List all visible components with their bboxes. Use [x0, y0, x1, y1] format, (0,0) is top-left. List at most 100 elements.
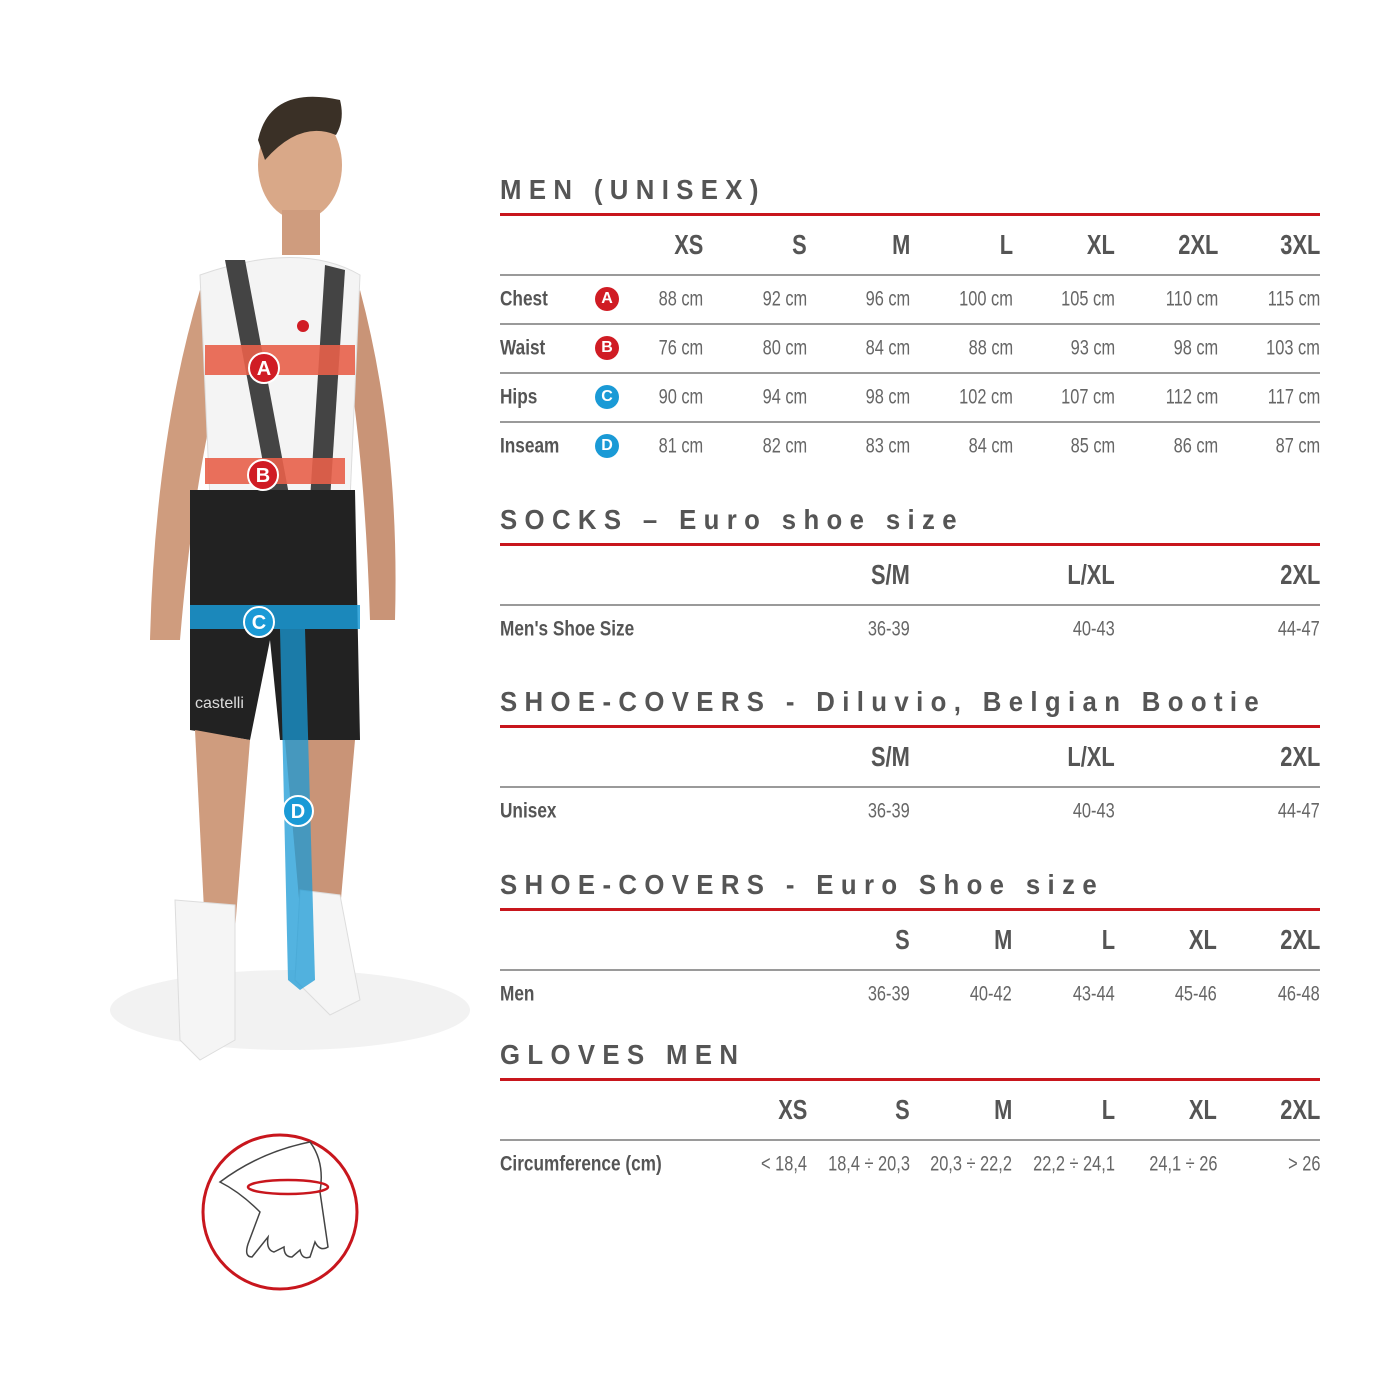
section-title: GLOVES MEN	[500, 1039, 746, 1070]
size-value: 24,1 ÷ 26	[1148, 1152, 1217, 1176]
size-value: 92 cm	[762, 287, 807, 311]
size-value: 112 cm	[1165, 385, 1218, 409]
size-value: 45-46	[1175, 982, 1217, 1006]
chest-band	[205, 345, 355, 375]
marker-a: A	[257, 358, 271, 380]
size-value: 117 cm	[1267, 385, 1320, 409]
section-divider	[500, 908, 1320, 911]
marker-b: B	[256, 465, 270, 487]
size-value: 76 cm	[658, 336, 703, 360]
size-header-xl: XL	[1189, 924, 1217, 955]
size-value: 80 cm	[762, 336, 807, 360]
size-value: 20,3 ÷ 22,2	[930, 1152, 1012, 1176]
size-value: 36-39	[868, 617, 910, 641]
model-figure-illustration: castelli A B C D	[110, 96, 470, 1061]
size-header-sm: S/M	[871, 559, 910, 590]
size-value: 36-39	[868, 982, 910, 1006]
section-title: SOCKS – Euro shoe size	[500, 504, 964, 535]
size-header-lxl: L/XL	[1067, 559, 1115, 590]
size-value: > 26	[1287, 1152, 1320, 1176]
size-value: 44-47	[1278, 617, 1320, 641]
size-value: 36-39	[868, 799, 910, 823]
size-header-l: L	[999, 229, 1013, 260]
size-value: 83 cm	[865, 434, 910, 458]
row-label: Hips	[500, 385, 538, 409]
section-title: SHOE-COVERS - Diluvio, Belgian Bootie	[500, 686, 1267, 717]
size-header-xl: XL	[1087, 229, 1115, 260]
size-header-sm: S/M	[871, 741, 910, 772]
section-divider	[500, 543, 1320, 546]
size-value: 82 cm	[762, 434, 807, 458]
size-value: 98 cm	[1173, 336, 1218, 360]
size-header-2xl: 2XL	[1279, 1094, 1320, 1125]
section-divider	[500, 725, 1320, 728]
header-divider	[500, 604, 1320, 606]
size-header-s: S	[792, 229, 807, 260]
size-value: 85 cm	[1070, 434, 1115, 458]
header-divider	[500, 274, 1320, 276]
marker-badge-b: B	[595, 336, 619, 360]
size-header-xs: XS	[777, 1094, 807, 1125]
size-header-l: L	[1101, 924, 1115, 955]
row-label: Unisex	[500, 799, 557, 823]
size-value: 22,2 ÷ 24,1	[1033, 1152, 1115, 1176]
size-value: 86 cm	[1173, 434, 1218, 458]
hand-circumference-icon	[201, 1133, 359, 1291]
row-divider	[500, 421, 1320, 423]
row-label: Circumference (cm)	[500, 1152, 662, 1176]
size-value: 88 cm	[658, 287, 703, 311]
size-value: 44-47	[1278, 799, 1320, 823]
brand-logo: castelli	[195, 695, 244, 712]
marker-badge-d: D	[595, 434, 619, 458]
size-value: 81 cm	[658, 434, 703, 458]
size-header-m: M	[993, 924, 1012, 955]
size-value: 93 cm	[1070, 336, 1115, 360]
section-divider	[500, 213, 1320, 216]
size-header-2xl: 2XL	[1177, 229, 1218, 260]
size-header-2xl: 2XL	[1279, 559, 1320, 590]
size-value: 103 cm	[1266, 336, 1320, 360]
marker-d: D	[291, 801, 305, 823]
size-value: 43-44	[1073, 982, 1115, 1006]
size-value: 96 cm	[865, 287, 910, 311]
row-label: Men's Shoe Size	[500, 617, 635, 641]
hips-band	[190, 605, 360, 629]
size-header-xl: XL	[1189, 1094, 1217, 1125]
size-header-2xl: 2XL	[1279, 741, 1320, 772]
size-value: 105 cm	[1061, 287, 1115, 311]
size-value: 88 cm	[968, 336, 1013, 360]
size-value: 40-43	[1073, 799, 1115, 823]
size-header-lxl: L/XL	[1067, 741, 1115, 772]
row-divider	[500, 323, 1320, 325]
size-value: < 18,4	[760, 1152, 807, 1176]
section-title: MEN (UNISEX)	[500, 174, 766, 205]
size-value: 115 cm	[1267, 287, 1320, 311]
size-value: 46-48	[1278, 982, 1320, 1006]
size-value: 18,4 ÷ 20,3	[828, 1152, 910, 1176]
size-header-3xl: 3XL	[1279, 229, 1320, 260]
size-value: 100 cm	[959, 287, 1013, 311]
size-value: 84 cm	[865, 336, 910, 360]
size-value: 40-42	[970, 982, 1012, 1006]
size-value: 102 cm	[959, 385, 1013, 409]
row-label: Inseam	[500, 434, 560, 458]
section-divider	[500, 1078, 1320, 1081]
header-divider	[500, 969, 1320, 971]
size-header-2xl: 2XL	[1279, 924, 1320, 955]
size-value: 40-43	[1073, 617, 1115, 641]
marker-badge-a: A	[595, 287, 619, 311]
row-label: Chest	[500, 287, 548, 311]
section-title: SHOE-COVERS - Euro Shoe size	[500, 869, 1105, 900]
size-header-s: S	[895, 1094, 910, 1125]
size-header-m: M	[993, 1094, 1012, 1125]
marker-badge-c: C	[595, 385, 619, 409]
header-divider	[500, 786, 1320, 788]
size-header-s: S	[895, 924, 910, 955]
size-value: 90 cm	[658, 385, 703, 409]
size-value: 84 cm	[968, 434, 1013, 458]
size-header-m: M	[891, 229, 910, 260]
row-label: Waist	[500, 336, 546, 360]
size-value: 107 cm	[1061, 385, 1115, 409]
size-header-l: L	[1101, 1094, 1115, 1125]
size-value: 110 cm	[1165, 287, 1218, 311]
